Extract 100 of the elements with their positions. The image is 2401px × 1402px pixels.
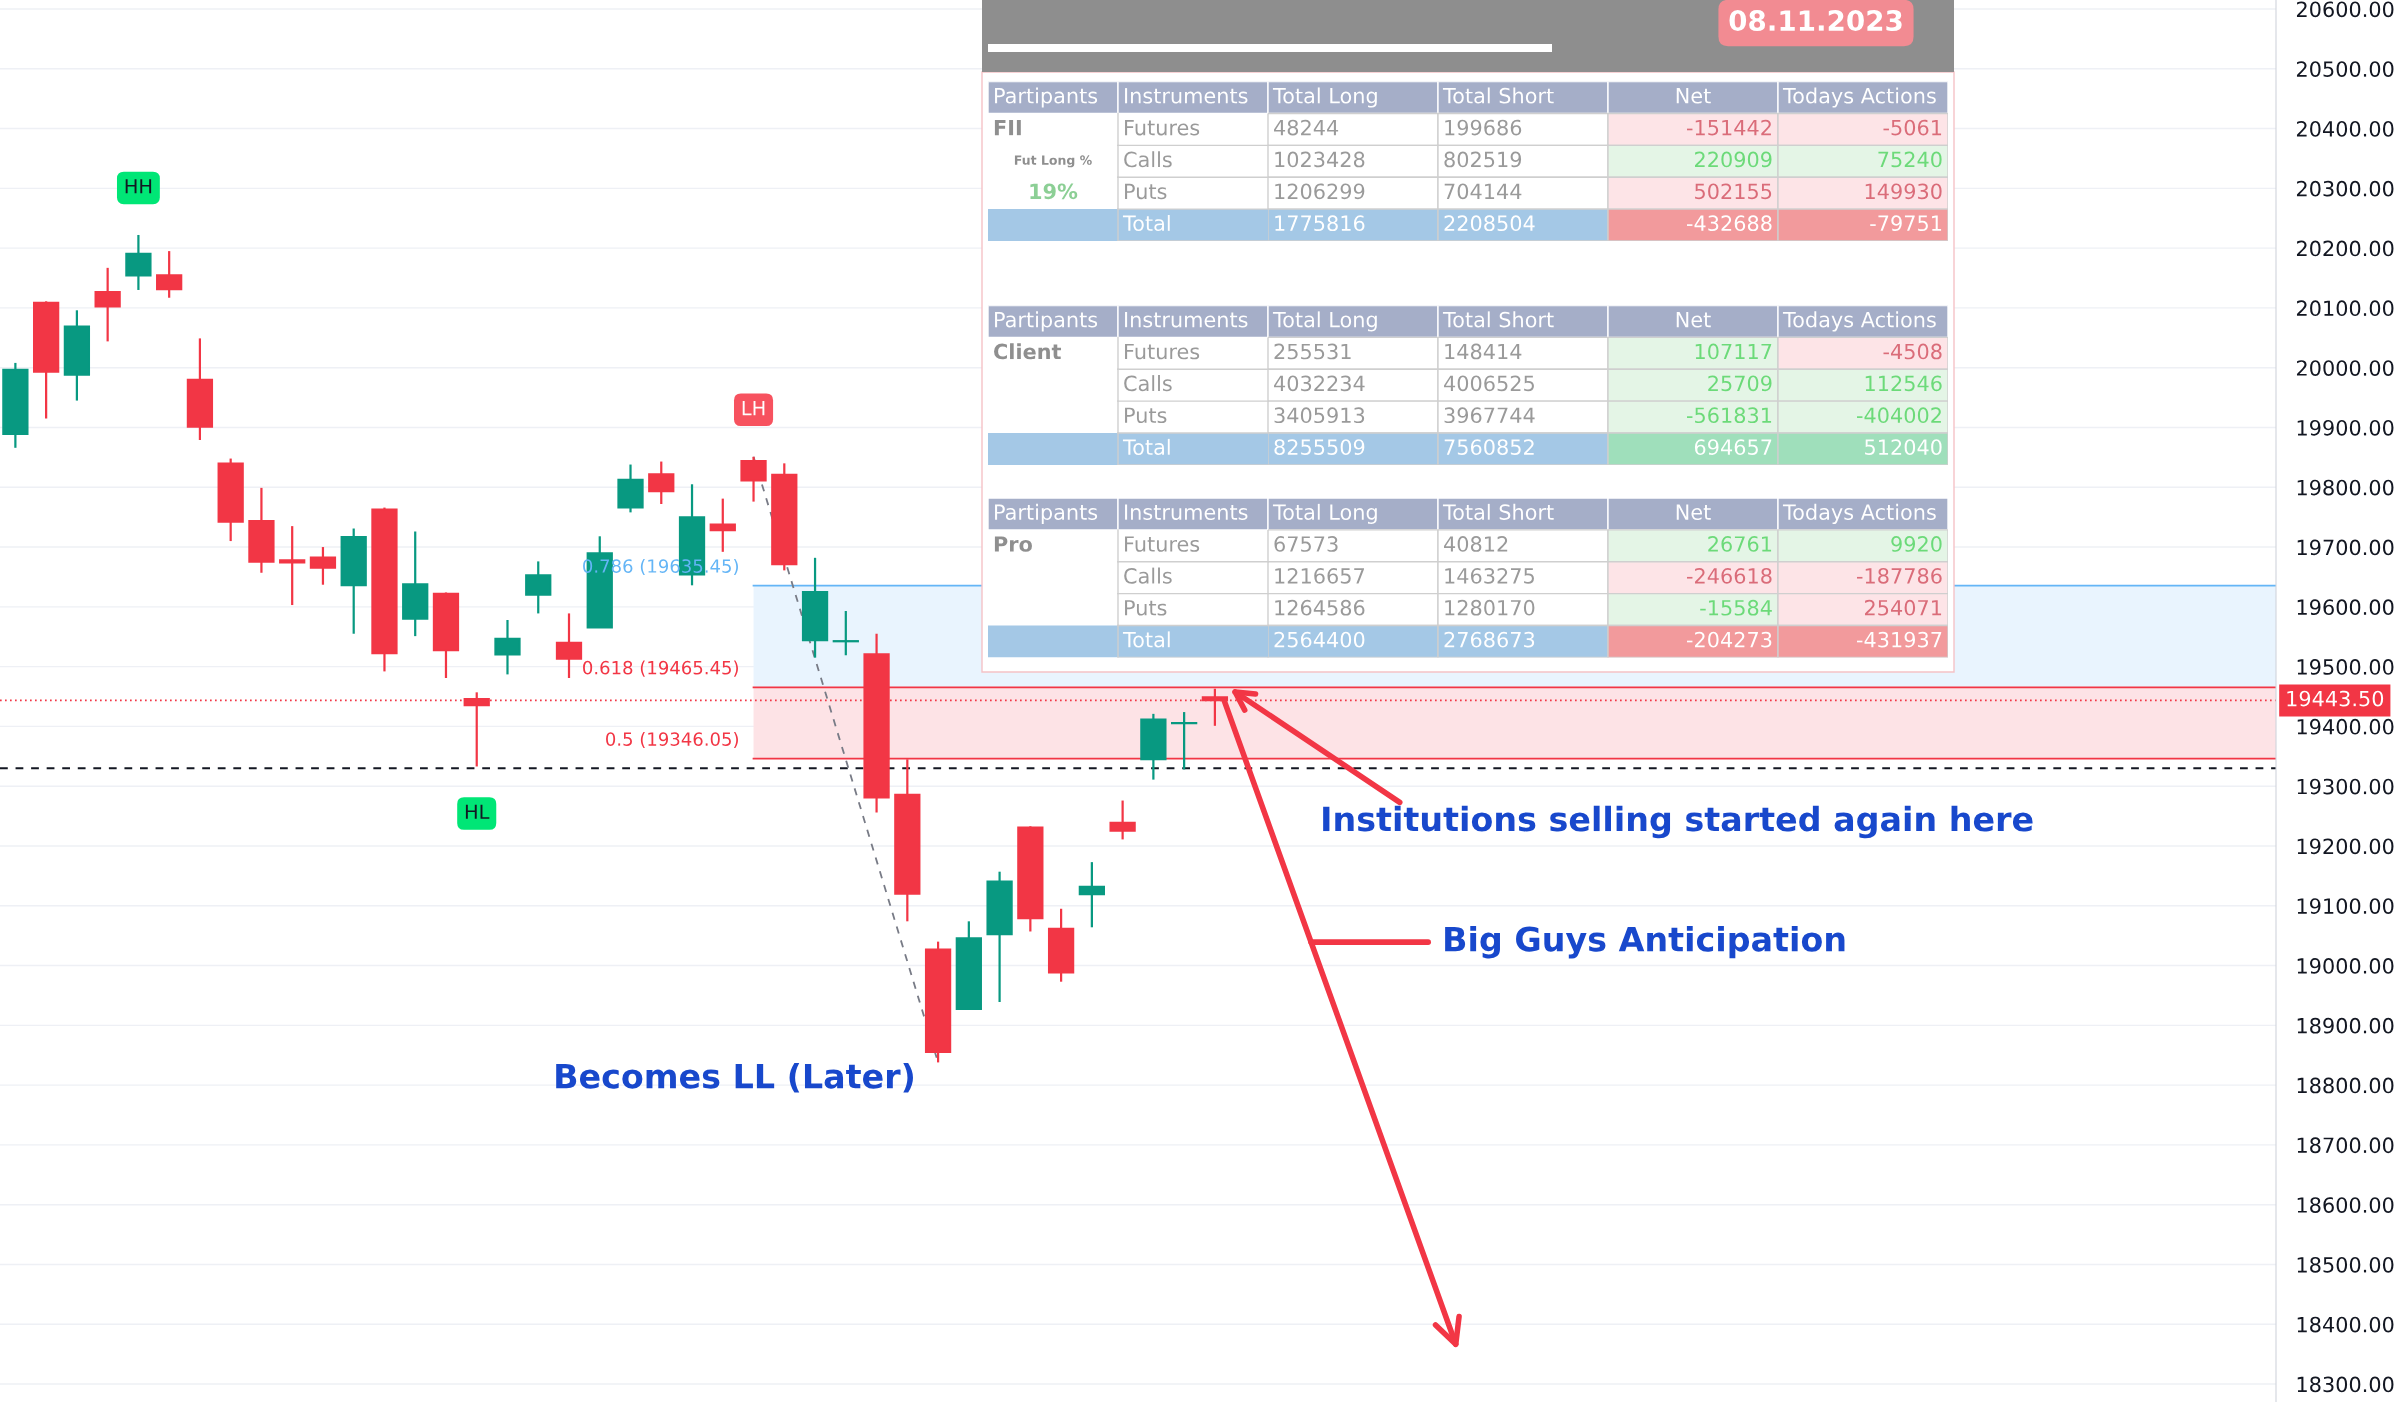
data-label: 7560852 [1444,439,1534,455]
y-tick-label: 19700.00 [2297,539,2394,556]
y2-axis-title: Partipants [995,503,1098,525]
y-axis-title: Instruments [1125,88,1248,104]
y-tick-label: 19200.00 [2297,838,2394,855]
data-label: -79751 [1870,215,1942,232]
data-label: 3405913 [1274,407,1365,424]
ref-line-label: 0.5 (19346.05) [606,731,738,749]
y2-tick-label: FII [994,119,1021,136]
data-label: 4006525 [1444,375,1534,392]
data-label: 2208504 [1444,215,1535,232]
y-tick-label: Puts [1125,600,1167,616]
y-tick-label: 18300.00 [2297,1376,2394,1393]
x-tick-label: Total Long [1272,311,1377,332]
x-tick-label: Net [1676,504,1711,520]
data-label: 148414 [1445,343,1522,360]
data-label: 149930 [1865,183,1942,200]
data-label: 1023428 [1275,151,1365,168]
data-label: 199686 [1445,119,1522,136]
data-label: 1280170 [1445,599,1535,616]
y-tick-label: Puts [1125,183,1167,200]
data-label: -5061 [1883,119,1942,136]
data-label: -151442 [1686,119,1771,136]
x-tick-label: Total Short [1442,503,1554,520]
y-tick-label: 20500.00 [2296,61,2394,77]
chart-title: 08.11.2023 [1729,10,1902,32]
y-tick-label: 20400.00 [2296,120,2394,137]
data-label: -4508 [1883,343,1942,360]
x-tick-label: Total Short [1442,87,1554,104]
annotation: Institutions selling started again here [1323,805,2033,839]
x-tick-label: Todays Actions [1782,503,1936,525]
y-tick-label: 20100.00 [2296,300,2394,317]
y-tick-label: 18400.00 [2297,1316,2394,1333]
y2-tick-label: Pro [994,536,1032,552]
data-label: -404002 [1856,407,1941,424]
data-label: 512040 [1865,439,1942,455]
x-tick-label: Total Long [1272,87,1377,108]
data-label: 704144 [1444,183,1522,200]
data-label: 25709 [1708,375,1772,392]
data-label: 9920 [1891,536,1942,552]
y-tick-label: 19300.00 [2297,778,2394,795]
annotation: Big Guys Anticipation [1445,925,1845,959]
data-label: 3967744 [1444,407,1535,424]
annotation: HL [465,804,490,819]
data-label: 502155 [1695,183,1772,200]
y2-axis-title: Partipants [995,87,1098,108]
x-tick-label: Net [1676,312,1711,328]
y-tick-label: 18600.00 [2297,1197,2394,1213]
y-tick-label: Futures [1125,343,1200,360]
y2-tick-label: 19% [1030,183,1078,200]
x-tick-label: Total Long [1272,503,1377,525]
y-tick-label: 19500.00 [2297,659,2394,675]
y2-tick-label: Client [994,343,1062,360]
data-label: 1216657 [1275,567,1364,584]
data-label: 2564400 [1274,631,1365,648]
data-label: -431937 [1856,631,1942,648]
data-label: 67573 [1274,536,1338,552]
data-label: 254071 [1865,599,1942,616]
y-tick-label: 20000.00 [2296,360,2394,376]
y-tick-label: 19000.00 [2297,958,2394,974]
y-axis-title: Instruments [1125,312,1248,328]
ref-line-label: 0.618 (19465.45) [583,660,738,677]
y-tick-label: 20600.00 [2296,1,2394,18]
data-label: 1206299 [1275,183,1365,200]
data-label: -15584 [1700,599,1772,616]
y-tick-label: 19100.00 [2297,898,2394,914]
y-tick-label: 19900.00 [2297,419,2394,436]
y-tick-label: Puts [1125,407,1167,424]
y-tick-label: Futures [1125,536,1200,552]
y-tick-label: Calls [1124,567,1172,584]
y-tick-label: Total [1122,214,1170,232]
data-label: 75240 [1878,151,1942,168]
y-tick-label: Futures [1125,119,1200,136]
y-tick-label: 19400.00 [2297,718,2394,735]
x-tick-label: Total Short [1442,311,1554,328]
ref-line-label: 19443.50 [2287,690,2384,707]
data-label: 8255509 [1274,439,1365,455]
y-tick-label: 18800.00 [2297,1077,2394,1094]
data-label: 48244 [1274,119,1339,136]
y2-tick-label: Fut Long % [1014,155,1092,168]
annotation: Becomes LL (Later) [556,1062,913,1093]
y-tick-label: 20200.00 [2296,240,2394,257]
annotation: LH [742,400,765,416]
data-label: 2768673 [1444,631,1535,648]
y-tick-label: 18700.00 [2297,1137,2394,1154]
y-tick-label: Calls [1124,151,1172,168]
data-label: -187786 [1856,567,1942,584]
data-label: 1775816 [1275,215,1365,232]
y-tick-label: 19600.00 [2297,599,2394,616]
data-label: 220909 [1695,151,1772,168]
data-label: -432688 [1686,215,1772,232]
data-label: -246618 [1686,567,1772,584]
x-tick-label: Todays Actions [1782,311,1936,332]
y-tick-label: 20300.00 [2296,180,2394,197]
data-label: -561831 [1686,407,1772,424]
y-axis-title: Instruments [1125,504,1248,520]
data-label: 112546 [1865,375,1942,392]
data-label: 26761 [1708,536,1772,552]
x-tick-label: Todays Actions [1782,87,1936,108]
data-label: 107117 [1695,343,1772,360]
